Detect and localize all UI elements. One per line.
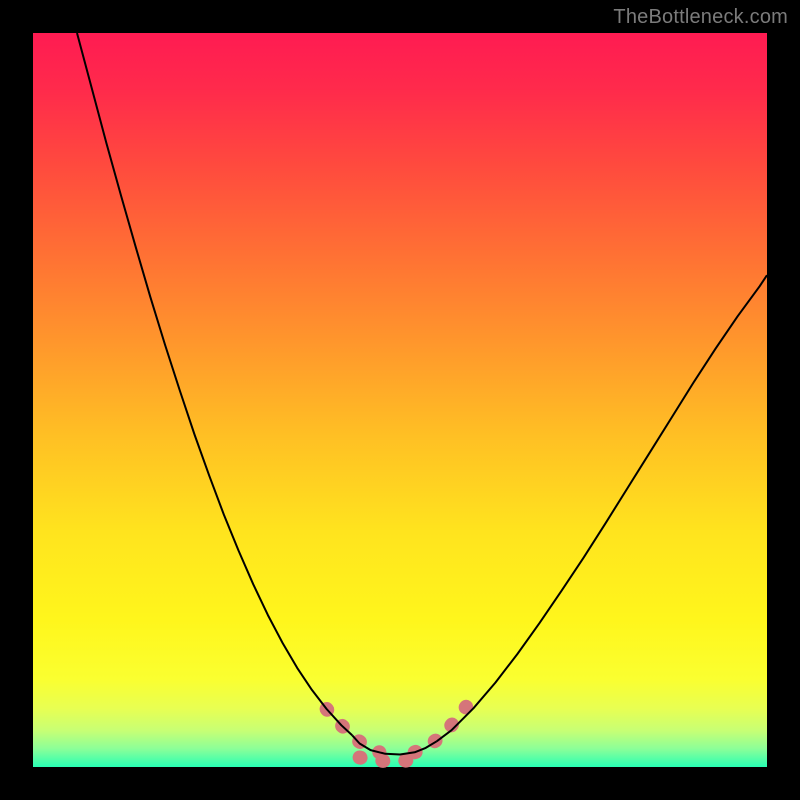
watermark-text: TheBottleneck.com xyxy=(613,6,788,29)
plot-area xyxy=(33,33,767,767)
outer-frame: TheBottleneck.com xyxy=(0,0,800,800)
